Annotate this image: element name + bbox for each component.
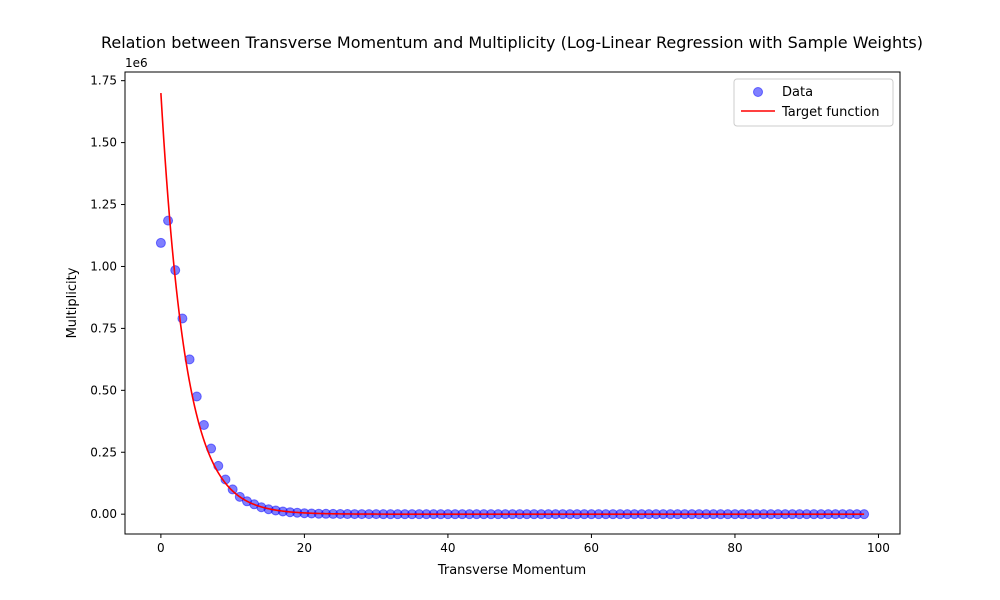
y-tick-label: 1.75 xyxy=(90,74,117,88)
x-tick-label: 40 xyxy=(440,541,455,555)
legend-data-label: Data xyxy=(782,85,813,100)
x-tick-label: 80 xyxy=(727,541,742,555)
x-tick-label: 20 xyxy=(297,541,312,555)
plot-frame xyxy=(124,71,901,535)
plot-area xyxy=(155,93,870,520)
x-axis: 0 20 40 60 80 100 xyxy=(157,534,890,555)
y-tick-label: 1.00 xyxy=(90,259,117,273)
y-offset-label: 1e6 xyxy=(125,56,148,70)
target-function-line xyxy=(160,93,865,515)
legend-data-marker xyxy=(753,87,763,97)
data-point xyxy=(227,484,238,495)
x-axis-label: Transverse Momentum xyxy=(437,563,586,578)
legend-target-label: Target function xyxy=(781,105,879,120)
y-tick-label: 0.00 xyxy=(90,507,117,521)
y-axis: 0.00 0.25 0.50 0.75 1.00 1.25 1.50 1.75 xyxy=(90,74,125,521)
y-tick-label: 1.50 xyxy=(90,136,117,150)
x-tick-label: 60 xyxy=(584,541,599,555)
data-point xyxy=(163,215,174,226)
legend-box xyxy=(733,78,894,127)
y-axis-label: Multiplicity xyxy=(65,267,80,338)
y-tick-label: 0.50 xyxy=(90,383,117,397)
y-tick-label: 1.25 xyxy=(90,198,117,212)
data-point xyxy=(155,237,166,248)
chart-title: Relation between Transverse Momentum and… xyxy=(101,33,923,52)
x-tick-label: 100 xyxy=(867,541,890,555)
y-tick-label: 0.25 xyxy=(90,445,117,459)
y-tick-label: 0.75 xyxy=(90,321,117,335)
legend: Data Target function xyxy=(733,78,894,127)
x-tick-label: 0 xyxy=(157,541,165,555)
